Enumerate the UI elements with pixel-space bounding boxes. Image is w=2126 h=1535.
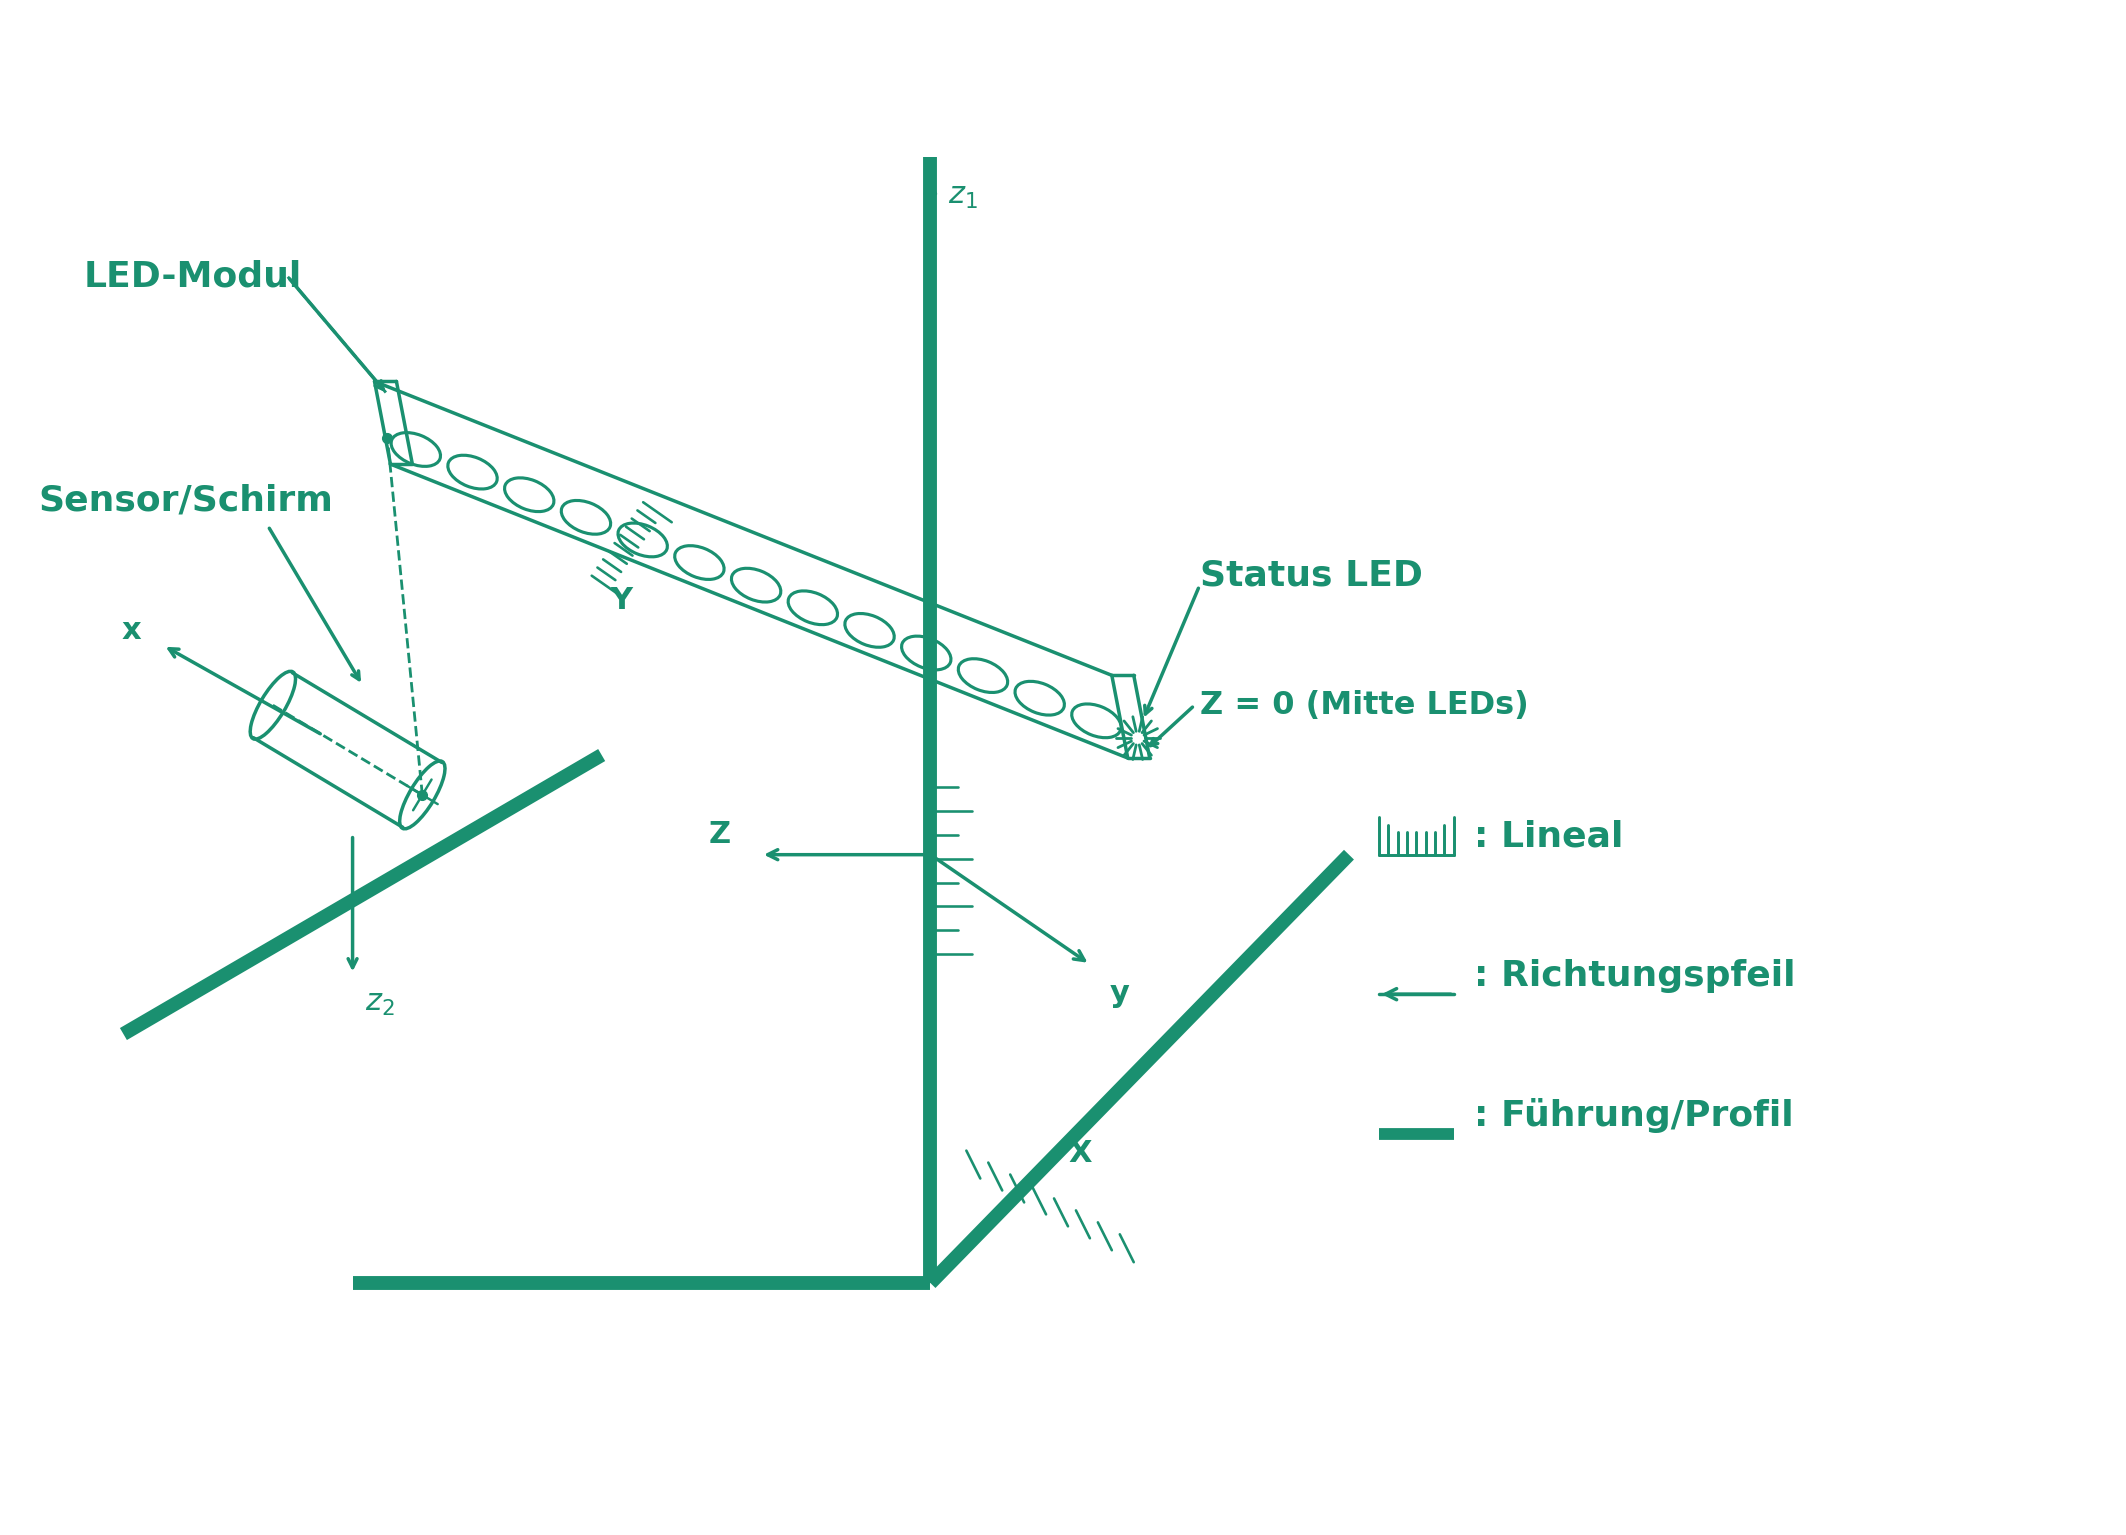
Text: x: x	[121, 616, 140, 645]
Text: LED-Modul: LED-Modul	[83, 259, 302, 293]
Text: : Richtungspfeil: : Richtungspfeil	[1473, 959, 1794, 993]
Text: Status LED: Status LED	[1199, 559, 1422, 593]
Text: Sensor/Schirm: Sensor/Schirm	[38, 484, 334, 517]
Text: Z = 0 (Mitte LEDs): Z = 0 (Mitte LEDs)	[1199, 689, 1529, 721]
Text: : Führung/Profil: : Führung/Profil	[1473, 1098, 1792, 1133]
Text: Y: Y	[610, 586, 634, 616]
Text: $z_1$: $z_1$	[948, 183, 978, 212]
Text: X: X	[1067, 1139, 1091, 1168]
Text: y: y	[1110, 979, 1129, 1008]
Text: $z_2$: $z_2$	[364, 989, 393, 1018]
Text: : Lineal: : Lineal	[1473, 820, 1622, 853]
Text: Z: Z	[710, 820, 731, 849]
